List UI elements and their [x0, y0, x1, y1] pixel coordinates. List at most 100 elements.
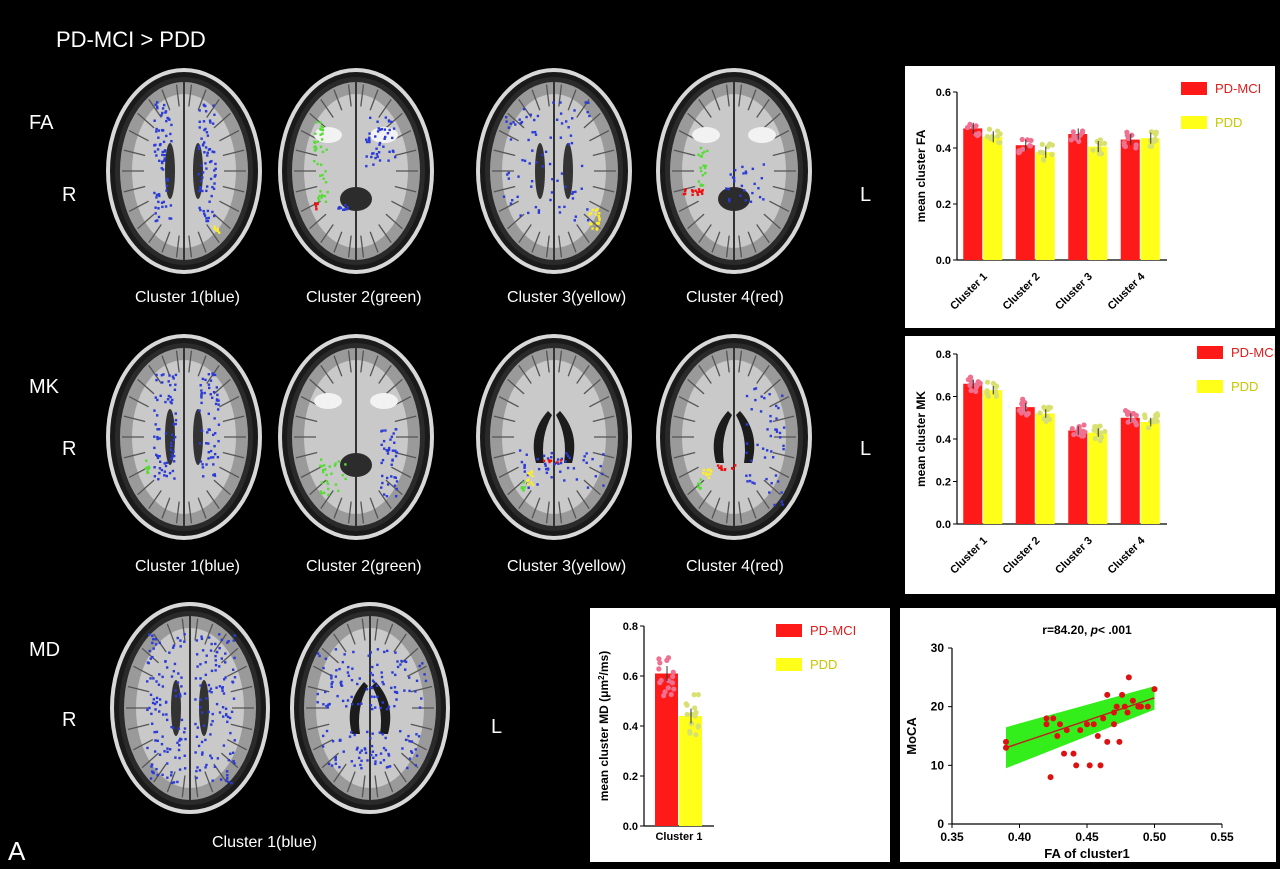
cluster-voxel — [346, 205, 349, 209]
cluster-voxel — [174, 694, 178, 698]
x-tick-label: Cluster 4 — [1106, 534, 1148, 576]
cluster-voxel — [155, 378, 158, 382]
scatter-point — [1073, 762, 1080, 769]
cluster-voxel — [198, 409, 201, 412]
sulcus — [166, 623, 176, 645]
cluster-voxel — [319, 464, 322, 468]
cluster-voxel — [775, 428, 778, 431]
cluster-voxel — [522, 489, 525, 492]
cluster-voxel — [330, 764, 334, 767]
sulcus — [333, 231, 343, 253]
cluster-voxel — [183, 754, 186, 757]
cluster-voxel — [525, 453, 528, 456]
cluster-voxel — [176, 681, 180, 684]
cluster-voxel — [147, 465, 151, 469]
cluster-voxel — [386, 765, 390, 769]
cluster-voxel — [598, 218, 601, 222]
cluster-voxel — [379, 752, 383, 755]
cluster-voxel — [367, 654, 370, 657]
cluster-voxel — [317, 196, 320, 200]
cluster-voxel — [161, 168, 165, 171]
cluster-voxel — [158, 143, 162, 147]
sulcus — [197, 355, 207, 377]
cluster-voxel — [205, 442, 208, 445]
cluster-voxel — [170, 453, 174, 456]
y-tick-label: 30 — [931, 641, 945, 655]
cluster-voxel — [407, 734, 410, 738]
cluster-voxel — [387, 446, 391, 450]
cluster-voxel — [216, 757, 220, 760]
cluster-voxel — [194, 751, 197, 754]
cluster-voxel — [316, 652, 320, 655]
cluster-voxel — [765, 449, 769, 452]
cluster-voxel — [207, 412, 210, 416]
cluster-voxel — [200, 394, 203, 397]
cluster-voxel — [154, 212, 157, 215]
cluster-voxel — [358, 677, 361, 680]
midbrain — [718, 187, 750, 211]
cluster-voxel — [343, 653, 346, 656]
cluster-voxel — [527, 486, 530, 489]
cluster-voxel — [550, 476, 553, 479]
cluster-voxel — [213, 225, 216, 228]
sulcus — [197, 231, 207, 253]
cluster-voxel — [770, 482, 773, 485]
cluster-voxel — [183, 633, 186, 636]
cluster-voxel — [506, 173, 509, 176]
cluster-voxel — [531, 474, 534, 478]
cluster-voxel — [331, 680, 334, 684]
cluster-voxel — [163, 149, 167, 152]
cluster-voxel — [546, 468, 550, 471]
cluster-voxel — [196, 726, 200, 729]
cluster-voxel — [153, 409, 156, 412]
data-point — [657, 679, 663, 686]
cluster-voxel — [544, 464, 547, 467]
cluster-voxel — [699, 166, 702, 170]
cluster-voxel — [203, 128, 206, 132]
cluster-voxel — [213, 417, 216, 420]
cluster-voxel — [356, 682, 359, 686]
cluster-voxel — [699, 486, 702, 490]
cluster-voxel — [217, 403, 220, 406]
cluster-voxel — [745, 451, 748, 454]
cluster-voxel — [200, 401, 203, 405]
ventricle-left — [171, 680, 181, 736]
cluster-voxel — [200, 753, 204, 756]
cluster-voxel — [156, 148, 160, 151]
y-axis-label-unit: /ms) — [597, 651, 611, 676]
cluster-voxel — [162, 373, 165, 376]
cluster-voxel — [709, 470, 713, 473]
cluster-voxel — [170, 444, 173, 448]
data-point — [1071, 431, 1077, 438]
cluster-voxel — [151, 641, 154, 645]
cluster-voxel — [156, 105, 159, 108]
cluster-voxel — [325, 473, 328, 477]
data-point — [689, 720, 695, 727]
sulcus — [188, 501, 193, 524]
cluster-voxel — [360, 767, 363, 770]
cluster-voxel — [701, 192, 704, 195]
cluster-voxel — [325, 148, 328, 151]
sulcus — [576, 490, 590, 509]
cluster-voxel — [745, 442, 749, 445]
cluster-voxel — [153, 702, 157, 706]
cluster-voxel — [198, 189, 201, 193]
cluster-voxel — [365, 138, 368, 141]
cluster-voxel — [322, 177, 325, 180]
cluster-voxel — [334, 462, 337, 465]
sulcus — [583, 112, 601, 129]
sulcus — [725, 350, 730, 373]
cluster-voxel — [206, 154, 209, 157]
cluster-voxel — [589, 212, 593, 215]
cluster-voxel — [213, 373, 217, 377]
data-point — [1076, 138, 1082, 144]
cluster-voxel — [701, 189, 704, 192]
sulcus — [589, 200, 610, 213]
sulcus — [321, 647, 339, 664]
cluster-voxel — [161, 685, 165, 688]
brain-slice — [656, 68, 812, 274]
cluster-voxel — [198, 706, 202, 709]
cluster-voxel — [374, 762, 377, 766]
cluster-voxel — [382, 758, 386, 762]
